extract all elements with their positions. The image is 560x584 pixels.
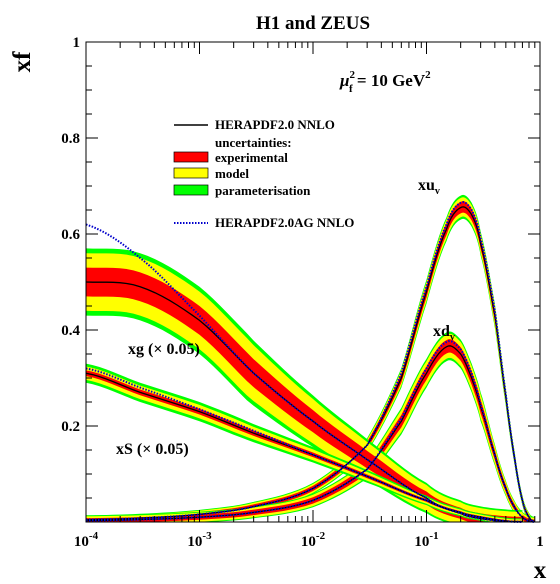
y-axis-label: xf [9,51,36,73]
x-tick-exp: -2 [316,530,326,542]
x-tick-base: 1 [536,534,544,550]
x-axis-label: x [534,557,547,584]
x-tick-base: 10 [74,534,89,550]
legend: HERAPDF2.0 NNLO uncertainties:experimenta… [174,117,354,230]
label-xg: xg (× 0.05) [128,341,200,358]
x-tick-base: 10 [301,534,316,550]
x-tick-label: 1 [536,534,544,550]
label-xuv: xuv [418,177,440,197]
scale-label-mu: μ [339,71,349,90]
x-tick-exp: -4 [89,530,99,542]
legend-swatch-experimental [174,152,208,162]
legend-text-experimental: experimental [215,150,288,165]
x-tick-label: 10-4 [74,530,99,550]
label-xdv-sub: v [450,332,455,343]
y-tick-label: 1 [73,35,81,51]
label-xdv-main: xd [433,323,450,340]
x-tick-base: 10 [187,534,202,550]
uncertainty-bands [86,195,535,522]
y-tick-label: 0.8 [61,131,80,147]
label-xs: xS (× 0.05) [116,441,189,458]
scale-label: μ2 f = 10 GeV2 [339,69,431,95]
y-tick-label: 0.6 [61,227,80,243]
chart-title: H1 and ZEUS [256,13,370,34]
label-xuv-sub: v [435,186,440,197]
y-tick-label: 0.2 [61,419,80,435]
x-tick-exp: -3 [202,530,212,542]
legend-text-uncertainties: uncertainties: [215,135,292,150]
label-xuv-main: xu [418,177,435,194]
x-tick-exp: -1 [429,530,438,542]
y-tick-label: 0.4 [61,323,80,339]
x-tick-label: 10-2 [301,530,326,550]
legend-text-parameterisation: parameterisation [215,183,311,198]
x-tick-label: 10-3 [187,530,212,550]
legend-text-central: HERAPDF2.0 NNLO [215,117,335,132]
legend-text-ag: HERAPDF2.0AG NNLO [215,215,354,230]
x-tick-label: 10-1 [414,530,438,550]
legend-text-model: model [215,166,249,181]
legend-swatch-model [174,168,208,178]
x-tick-base: 10 [414,534,429,550]
scale-label-suffix: = 10 GeV [353,71,426,90]
pdf-curves [86,202,535,522]
scale-label-suffix-sup: 2 [425,69,431,81]
legend-swatch-parameterisation [174,185,208,195]
